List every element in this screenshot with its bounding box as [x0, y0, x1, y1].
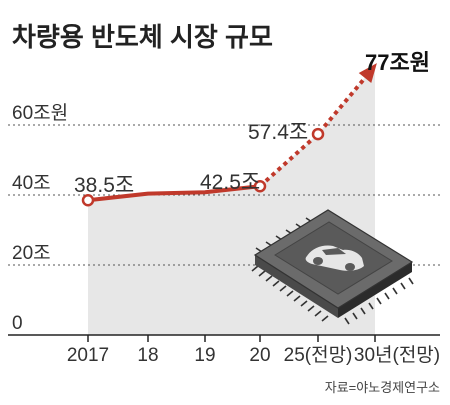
x-tick-label: 25(전망)	[284, 344, 353, 366]
y-tick-label: 40조	[12, 173, 51, 194]
y-tick-labels: 0 20조 40조 60조원	[12, 102, 68, 334]
data-label: 42.5조	[200, 171, 260, 194]
marker-layer	[81, 127, 325, 207]
source-note: 자료=야노경제연구소	[325, 380, 440, 395]
x-tick-label: 19	[194, 345, 215, 366]
chip-car-icon	[251, 209, 414, 325]
data-point-marker	[253, 180, 267, 193]
data-label: 38.5조	[74, 174, 134, 197]
x-tick-label: 18	[137, 345, 158, 366]
y-tick-label: 0	[12, 313, 23, 334]
x-tick-label: 20	[249, 345, 270, 366]
data-label: 57.4조	[248, 121, 308, 144]
data-point-marker	[81, 194, 95, 207]
series-line-layer	[87, 63, 377, 203]
x-tick-labels: 2017 18 19 20 25(전망) 30년(전망)	[67, 335, 440, 366]
y-tick-label: 60조원	[12, 102, 68, 124]
x-tick-label: 2017	[67, 345, 109, 366]
data-labels: 38.5조 42.5조 57.4조 77조원	[74, 50, 430, 197]
data-point-marker	[311, 127, 325, 141]
x-tick-label: 30년(전망)	[354, 344, 440, 366]
series-line-actual	[87, 184, 261, 203]
data-label: 77조원	[365, 50, 430, 75]
chart-title: 차량용 반도체 시장 규모	[12, 22, 273, 52]
series-line-forecast	[258, 74, 369, 188]
forecast-arrowhead	[358, 63, 377, 83]
y-tick-label: 20조	[12, 243, 51, 264]
